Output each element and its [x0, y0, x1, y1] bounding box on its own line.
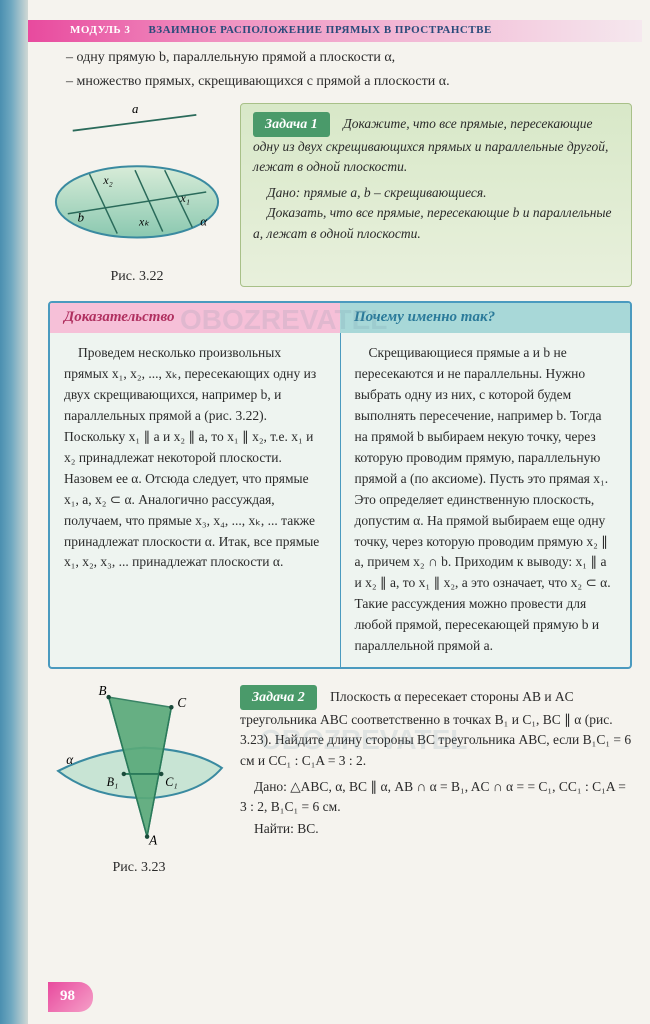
- proof-columns: Проведем несколько произвольных прямых x…: [50, 333, 630, 667]
- figure-and-task1: a x₂ x₁ xₖ b α Рис. 3.22: [48, 103, 632, 288]
- module-title: ВЗАИМНОЕ РАСПОЛОЖЕНИЕ ПРЯМЫХ В ПРОСТРАНС…: [148, 23, 491, 39]
- figure-2-caption: Рис. 3.23: [48, 858, 230, 878]
- proof-right-text: Скрещивающиеся прямые a и b не пересекаю…: [355, 343, 617, 657]
- module-header: МОДУЛЬ 3 ВЗАИМНОЕ РАСПОЛОЖЕНИЕ ПРЯМЫХ В …: [28, 20, 642, 42]
- figure-2: B C A B₁ C₁ α Рис. 3.23: [48, 685, 230, 878]
- figure-2-svg: B C A B₁ C₁ α: [48, 685, 230, 847]
- fig1-label-x1: x₁: [180, 190, 190, 204]
- fig2-alpha: α: [66, 752, 74, 767]
- task-2-given: Дано: △ABC, α, BC ∥ α, AB ∩ α = B₁, AC ∩…: [240, 777, 632, 818]
- fig1-label-a: a: [132, 103, 138, 116]
- task-2-text-block: Задача 2 Плоскость α пересекает стороны …: [240, 685, 632, 842]
- fig2-C1: C₁: [165, 775, 177, 789]
- proof-left-text: Проведем несколько произвольных прямых x…: [64, 343, 326, 573]
- figure-1-caption: Рис. 3.22: [48, 267, 226, 287]
- proof-box: Доказательство Почему именно так? Провед…: [48, 301, 632, 669]
- page-number: 98: [48, 982, 93, 1012]
- task-1-box: Задача 1 Докажите, что все прямые, перес…: [240, 103, 632, 288]
- fig1-label-xk: xₖ: [138, 214, 150, 228]
- fig2-B1: B₁: [107, 775, 119, 789]
- intro-line-1: – одну прямую b, параллельную прямой a п…: [48, 48, 632, 68]
- fig2-A: A: [148, 833, 158, 847]
- module-number: МОДУЛЬ 3: [70, 23, 130, 39]
- fig1-label-alpha: α: [200, 214, 207, 228]
- page-content: – одну прямую b, параллельную прямой a п…: [48, 48, 632, 878]
- figure-1: a x₂ x₁ xₖ b α Рис. 3.22: [48, 103, 226, 288]
- figure-and-task2: B C A B₁ C₁ α Рис. 3.23 Задача 2 Плоскос…: [48, 685, 632, 878]
- proof-header-right: Почему именно так?: [340, 303, 630, 333]
- proof-column-left: Проведем несколько произвольных прямых x…: [50, 333, 341, 667]
- page-binding-edge: [0, 0, 28, 1024]
- task-1-given: Дано: прямые a, b – скрещивающиеся.: [253, 183, 619, 203]
- task-1-title: Задача 1: [253, 112, 330, 137]
- fig2-B: B: [99, 685, 107, 698]
- task-2-find: Найти: BC.: [240, 819, 632, 839]
- fig1-label-b: b: [78, 210, 85, 224]
- task-2-title: Задача 2: [240, 685, 317, 710]
- intro-line-2: – множество прямых, скрещивающихся с пря…: [48, 72, 632, 92]
- figure-1-svg: a x₂ x₁ xₖ b α: [48, 103, 226, 256]
- proof-column-right: Скрещивающиеся прямые a и b не пересекаю…: [341, 333, 631, 667]
- task-1-prove: Доказать, что все прямые, пересекающие b…: [253, 203, 619, 244]
- fig1-label-x2: x₂: [102, 173, 112, 187]
- fig2-C: C: [177, 695, 186, 710]
- proof-header-left: Доказательство: [50, 303, 340, 333]
- proof-headers: Доказательство Почему именно так?: [50, 303, 630, 333]
